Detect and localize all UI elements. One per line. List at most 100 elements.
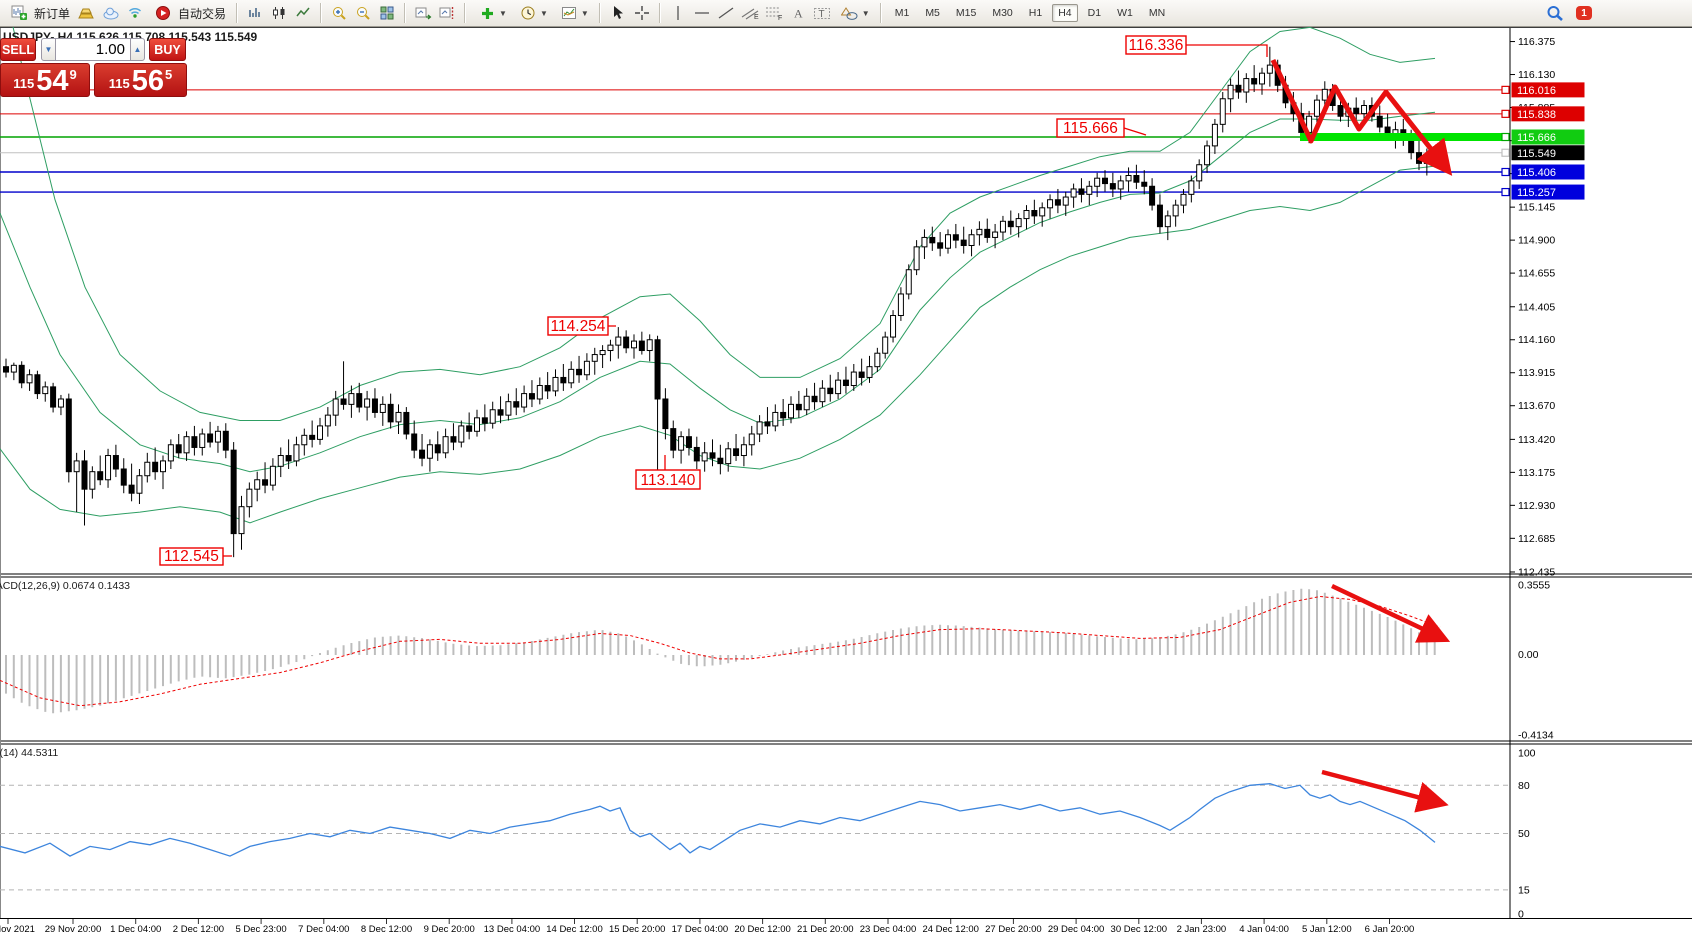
ask-prefix: 115 xyxy=(108,76,130,91)
tf-m5[interactable]: M5 xyxy=(925,7,940,19)
chevron-down-icon: ▼ xyxy=(580,8,589,18)
quote-panel: USDJPY-,H4 115.626 115.708 115.543 115.5… xyxy=(0,28,260,97)
periods-clock-icon xyxy=(517,2,539,24)
autotrading-icon xyxy=(152,2,174,24)
crosshair-icon[interactable] xyxy=(631,2,653,24)
new-order-button[interactable]: 新订单 xyxy=(4,0,74,26)
svg-text:115.406: 115.406 xyxy=(1517,167,1556,179)
tf-m1[interactable]: M1 xyxy=(894,7,910,19)
lot-decrease-button[interactable]: ▼ xyxy=(41,38,56,61)
fibonacci-icon[interactable]: F xyxy=(763,2,785,24)
svg-text:115.549: 115.549 xyxy=(1517,148,1556,160)
svg-text:113.420: 113.420 xyxy=(1518,434,1555,446)
buy-button[interactable]: BUY xyxy=(149,38,186,61)
chevron-down-icon: ▼ xyxy=(499,8,507,18)
lot-size-field[interactable]: 1.00 xyxy=(56,38,130,61)
svg-text:14 Dec 12:00: 14 Dec 12:00 xyxy=(546,924,603,935)
zoom-in-icon[interactable] xyxy=(328,2,350,24)
svg-text:116.375: 116.375 xyxy=(1518,36,1555,48)
svg-text:2 Dec 12:00: 2 Dec 12:00 xyxy=(173,924,224,935)
svg-text:100: 100 xyxy=(1518,748,1536,760)
svg-text:17 Dec 04:00: 17 Dec 04:00 xyxy=(672,924,729,935)
shapes-icon xyxy=(839,2,861,24)
ask-price-display[interactable]: 115 56 5 xyxy=(94,63,187,97)
cloud-icon[interactable] xyxy=(100,2,122,24)
trendline-icon[interactable] xyxy=(715,2,737,24)
notification-icon[interactable]: 1 xyxy=(1576,6,1592,20)
zoom-out-icon[interactable] xyxy=(352,2,374,24)
new-order-label: 新订单 xyxy=(34,6,71,21)
notification-count: 1 xyxy=(1581,7,1587,19)
vertical-line-icon[interactable] xyxy=(667,2,689,24)
svg-text:113.915: 113.915 xyxy=(1518,367,1555,379)
auto-scroll-icon[interactable] xyxy=(412,2,434,24)
svg-text:1 Dec 04:00: 1 Dec 04:00 xyxy=(110,924,161,935)
equidistant-channel-icon[interactable]: E xyxy=(739,2,761,24)
periods-button[interactable]: ▼ xyxy=(513,0,552,26)
sell-button[interactable]: SELL xyxy=(0,38,36,61)
svg-text:80: 80 xyxy=(1518,780,1530,792)
svg-text:113.670: 113.670 xyxy=(1518,400,1555,412)
bid-sup: 9 xyxy=(69,67,77,82)
lot-increase-button[interactable]: ▲ xyxy=(130,38,145,61)
svg-text:27 Dec 20:00: 27 Dec 20:00 xyxy=(985,924,1042,935)
templates-icon xyxy=(558,2,580,24)
toolbar-separator xyxy=(404,3,407,23)
tf-m30[interactable]: M30 xyxy=(992,7,1013,19)
svg-text:26 Nov 2021: 26 Nov 2021 xyxy=(0,924,35,935)
ask-big: 56 xyxy=(131,65,164,97)
svg-text:114.900: 114.900 xyxy=(1518,235,1555,247)
signal-icon[interactable] xyxy=(124,2,146,24)
chart-bars-icon[interactable] xyxy=(244,2,266,24)
svg-text:20 Dec 12:00: 20 Dec 12:00 xyxy=(734,924,791,935)
svg-text:115.257: 115.257 xyxy=(1517,187,1556,199)
text-icon[interactable]: A xyxy=(787,2,809,24)
chart-shift-icon[interactable] xyxy=(436,2,458,24)
svg-text:114.254: 114.254 xyxy=(551,318,606,335)
tf-mn[interactable]: MN xyxy=(1148,7,1166,19)
shapes-button[interactable]: ▼ xyxy=(835,0,874,26)
svg-text:112.435: 112.435 xyxy=(1518,566,1555,578)
tf-w1[interactable]: W1 xyxy=(1117,7,1133,19)
chart-line-icon[interactable] xyxy=(292,2,314,24)
chevron-down-icon: ▼ xyxy=(861,8,870,18)
tf-m15[interactable]: M15 xyxy=(955,7,977,19)
svg-text:A: A xyxy=(794,7,803,21)
macd-label: MACD(12,26,9) 0.0674 0.1433 xyxy=(0,580,131,592)
gold-icon[interactable] xyxy=(76,2,98,24)
chevron-down-icon: ▼ xyxy=(44,45,53,54)
svg-text:115.666: 115.666 xyxy=(1517,132,1556,144)
svg-text:9 Dec 20:00: 9 Dec 20:00 xyxy=(424,924,475,935)
svg-text:30 Dec 12:00: 30 Dec 12:00 xyxy=(1111,924,1168,935)
indicators-button[interactable]: ▼ xyxy=(472,0,511,26)
tf-d1[interactable]: D1 xyxy=(1087,7,1102,19)
svg-text:113.140: 113.140 xyxy=(641,472,696,489)
horizontal-line-icon[interactable] xyxy=(691,2,713,24)
autotrading-label: 自动交易 xyxy=(178,6,227,21)
chart-candles-icon[interactable] xyxy=(268,2,290,24)
bid-price-display[interactable]: 115 54 9 xyxy=(0,63,90,97)
svg-text:2 Jan 23:00: 2 Jan 23:00 xyxy=(1177,924,1227,935)
svg-text:F: F xyxy=(778,15,782,21)
tf-h4[interactable]: H4 xyxy=(1052,4,1078,22)
svg-text:T: T xyxy=(818,9,824,20)
svg-text:13 Dec 04:00: 13 Dec 04:00 xyxy=(484,924,541,935)
text-label-icon[interactable]: T xyxy=(811,2,833,24)
tile-windows-icon[interactable] xyxy=(376,2,398,24)
svg-text:15: 15 xyxy=(1518,884,1530,896)
search-icon[interactable] xyxy=(1544,2,1566,24)
templates-button[interactable]: ▼ xyxy=(554,0,593,26)
svg-text:4 Jan 04:00: 4 Jan 04:00 xyxy=(1239,924,1289,935)
tf-h1[interactable]: H1 xyxy=(1028,7,1043,19)
indicators-icon xyxy=(476,2,498,24)
toolbar-separator xyxy=(598,3,601,23)
cursor-icon[interactable] xyxy=(607,2,629,24)
svg-text:116.016: 116.016 xyxy=(1517,85,1556,97)
toolbar-separator xyxy=(464,3,467,23)
autotrading-button[interactable]: 自动交易 xyxy=(148,0,230,26)
price-display-row: 115 54 9 115 56 5 xyxy=(0,63,187,97)
toolbar-separator xyxy=(236,3,239,23)
svg-text:15 Dec 20:00: 15 Dec 20:00 xyxy=(609,924,666,935)
